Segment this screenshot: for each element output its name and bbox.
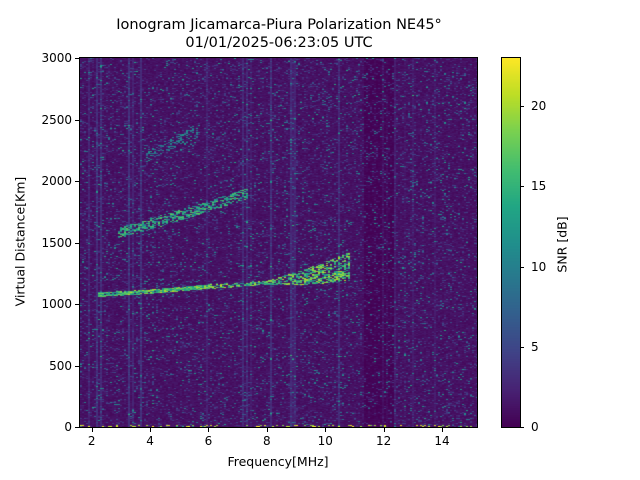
colorbar-tick-label: 20 (531, 99, 547, 114)
y-tick-label: 1500 (41, 235, 72, 250)
y-tick-label: 2500 (41, 112, 72, 127)
colorbar-tick-label: 15 (531, 179, 547, 194)
x-axis-label: Frequency[MHz] (227, 454, 329, 469)
y-axis-label: Virtual Distance[Km] (12, 176, 28, 307)
y-tick-mark (75, 119, 79, 121)
x-tick-label: 12 (375, 434, 392, 448)
y-tick-mark (75, 242, 79, 244)
x-tick-mark (441, 428, 443, 432)
x-tick-label: 14 (434, 434, 450, 448)
y-tick-mark (75, 365, 79, 367)
y-tick-mark (75, 58, 79, 59)
y-tick-label: 2000 (41, 174, 72, 188)
x-tick-mark (383, 428, 385, 432)
x-tick-label: 8 (262, 434, 271, 448)
y-tick-label: 1000 (41, 297, 72, 311)
colorbar-tick-label: 0 (531, 420, 539, 434)
x-tick-mark (91, 428, 93, 432)
x-tick-mark (150, 428, 152, 432)
colorbar-tick-mark (520, 427, 524, 428)
colorbar-tick-label: 10 (531, 259, 547, 274)
colorbar-tick-mark (520, 266, 524, 268)
chart-subtitle-timestamp: 01/01/2025-06:23:05 UTC (185, 35, 373, 51)
x-tick-mark (208, 428, 210, 432)
colorbar (501, 57, 521, 428)
colorbar-tick-mark (520, 106, 524, 108)
ionogram-heatmap (79, 57, 478, 428)
colorbar-tick-mark (520, 346, 524, 348)
colorbar-tick-label: 5 (531, 339, 539, 354)
y-tick-mark (75, 427, 79, 428)
y-tick-label: 500 (49, 358, 72, 373)
y-tick-mark (75, 181, 79, 182)
colorbar-tick-mark (520, 186, 524, 188)
colorbar-label: SNR [dB] (554, 216, 570, 273)
x-tick-label: 6 (204, 434, 213, 448)
x-tick-label: 2 (87, 434, 96, 448)
x-tick-label: 10 (317, 434, 333, 448)
y-tick-label: 3000 (41, 51, 72, 65)
x-tick-mark (266, 428, 268, 432)
y-tick-label: 0 (64, 420, 72, 434)
y-tick-mark (75, 304, 79, 305)
chart-title: Ionogram Jicamarca-Piura Polarization NE… (116, 17, 442, 33)
x-tick-label: 4 (146, 434, 154, 448)
x-tick-mark (325, 428, 327, 432)
